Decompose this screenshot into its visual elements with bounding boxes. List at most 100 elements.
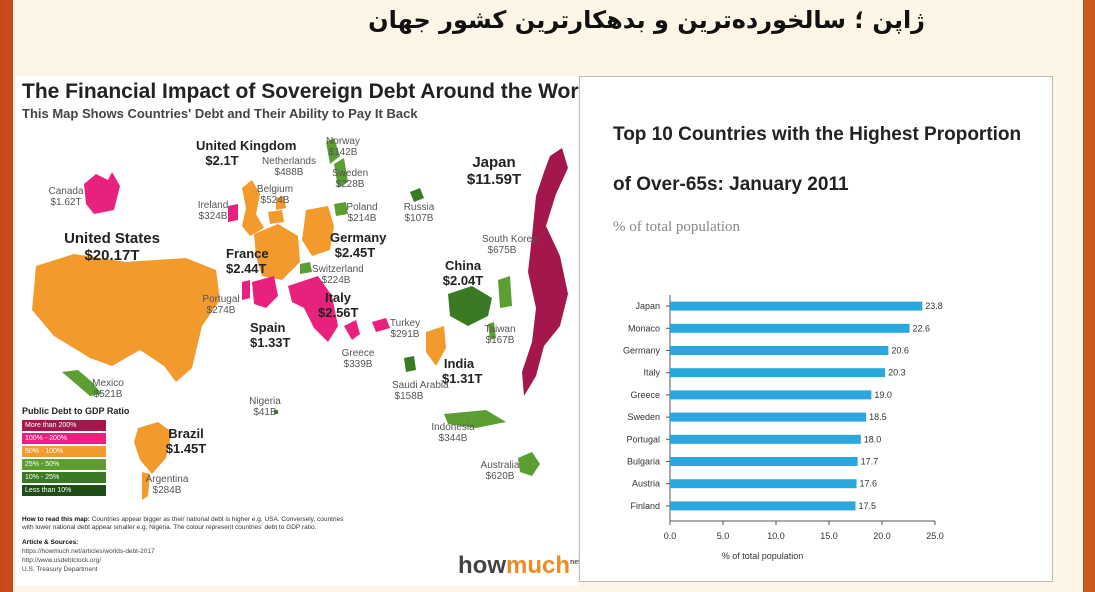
label-france: France $2.44T <box>226 246 269 276</box>
label-usa: United States $20.17T <box>64 230 160 264</box>
value-label: 17.7 <box>861 457 879 467</box>
bar <box>670 479 857 489</box>
label-nigeria: Nigeria $41B <box>249 396 281 418</box>
bar <box>670 368 886 378</box>
label-germany: Germany $2.45T <box>330 230 387 260</box>
world-debt-map <box>32 138 568 500</box>
label-taiwan: Taiwan $167B <box>484 324 516 346</box>
category-label: Germany <box>623 346 661 356</box>
value-label: 19.0 <box>874 390 892 400</box>
legend-swatch: 50% - 100% <box>22 446 106 457</box>
infographic-subtitle: This Map Shows Countries' Debt and Their… <box>22 106 418 121</box>
howmuch-logo: howmuchnet <box>458 552 581 579</box>
sources-block: Article & Sources: https://howmuch.net/a… <box>22 538 272 574</box>
label-japan: Japan $11.59T <box>466 154 522 188</box>
label-saudi-arabia: Saudi Arabia $158B <box>392 380 449 402</box>
value-label: 23.8 <box>925 301 943 311</box>
label-spain: Spain $1.33T <box>250 320 291 350</box>
category-label: Finland <box>630 501 660 511</box>
argentina-shape <box>142 472 150 500</box>
label-china: China $2.04T <box>442 258 484 288</box>
label-portugal: Portugal $274B <box>202 294 240 316</box>
label-south-korea: South Korea $675B <box>482 234 538 256</box>
label-brazil: Brazil $1.45T <box>165 426 207 456</box>
legend-swatch: 10% - 25% <box>22 472 106 483</box>
source-link[interactable]: https://howmuch.net/articles/worlds-debt… <box>22 548 155 555</box>
category-label: Sweden <box>627 412 660 422</box>
legend-title: Public Debt to GDP Ratio <box>22 406 130 416</box>
germany-shape <box>302 206 334 256</box>
value-label: 17.6 <box>860 479 878 489</box>
legend-swatch: 25% - 50% <box>22 459 106 470</box>
bar <box>670 434 861 444</box>
howto-text: Countries appear bigger as their nationa… <box>22 516 344 531</box>
over65-bar-chart: Japan 23.8 Monaco 22.6 Germany 20.6 Italy 20.3 G… <box>623 295 944 561</box>
label-switzerland: Switzerland $224B <box>312 264 364 286</box>
bar <box>670 412 867 422</box>
label-argentina: Argentina $284B <box>145 474 189 496</box>
label-uk: United Kingdom $2.1T <box>196 138 297 168</box>
legend-item: 100% - 200% <box>22 432 134 445</box>
x-tick-label: 20.0 <box>873 531 891 541</box>
portugal-shape <box>242 280 250 300</box>
category-label: Japan <box>635 301 660 311</box>
indonesia-shape <box>444 410 506 428</box>
bar <box>670 301 923 311</box>
x-tick-label: 25.0 <box>926 531 944 541</box>
australia-shape <box>518 452 540 476</box>
bar <box>670 346 889 355</box>
bar <box>670 323 910 333</box>
legend-item: Less than 10% <box>22 484 134 497</box>
usa-shape <box>32 254 220 382</box>
saudi-shape <box>404 356 416 372</box>
value-label: 20.6 <box>891 346 909 356</box>
japan-shape <box>522 148 568 396</box>
label-australia: Australia $620B <box>480 460 520 482</box>
howto-label: How to read this map: <box>22 516 90 523</box>
poland-shape <box>334 202 348 216</box>
turkey-shape <box>372 318 390 332</box>
category-label: Portugal <box>626 434 660 444</box>
label-sweden: Sweden $228B <box>332 168 369 190</box>
category-label: Bulgaria <box>627 457 660 467</box>
source-link[interactable]: http://www.usdebtclock.org/ <box>22 557 102 564</box>
map-legend: Public Debt to GDP Ratio More than 200% … <box>22 406 134 497</box>
sources-label: Article & Sources: <box>22 539 79 546</box>
nigeria-shape <box>274 410 278 414</box>
label-indonesia: Indonesia $344B <box>431 422 475 444</box>
label-norway: Norway $142B <box>326 136 360 158</box>
value-label: 18.5 <box>869 412 887 422</box>
x-tick-label: 15.0 <box>820 531 838 541</box>
taiwan-shape <box>488 322 496 340</box>
label-russia: Russia $107B <box>403 202 435 224</box>
chart-subtitle: % of total population <box>613 219 741 235</box>
bar <box>670 457 858 466</box>
canada-shape <box>84 172 120 214</box>
label-ireland: Ireland $324B <box>197 200 229 222</box>
x-tick-label: 10.0 <box>767 531 785 541</box>
slide-title: ژاپن ؛ سالخورده‌ترین و بدهکارترین کشور ج… <box>368 6 925 34</box>
x-tick-label: 0.0 <box>664 531 677 541</box>
value-label: 17.5 <box>859 501 877 511</box>
label-india: India $1.31T <box>442 356 483 386</box>
x-tick-label: 5.0 <box>717 531 730 541</box>
category-label: Greece <box>630 390 660 400</box>
label-belgium: Belgium $524B <box>256 184 294 206</box>
greece-shape <box>344 320 360 340</box>
legend-item: More than 200% <box>22 419 134 432</box>
label-italy: Italy $2.56T <box>318 290 359 320</box>
legend-item: 10% - 25% <box>22 471 134 484</box>
label-netherlands: Netherlands $488B <box>262 156 316 178</box>
legend-swatch: More than 200% <box>22 420 106 431</box>
bar <box>670 390 872 400</box>
category-label: Italy <box>643 368 660 378</box>
india-shape <box>426 326 446 366</box>
ireland-shape <box>228 204 238 222</box>
bar <box>670 501 856 511</box>
infographic-title: The Financial Impact of Sovereign Debt A… <box>22 80 663 103</box>
norway-shape <box>326 138 340 164</box>
sweden-shape <box>334 158 348 188</box>
switzerland-shape <box>300 262 312 274</box>
value-label: 20.3 <box>888 368 906 378</box>
source-text: U.S. Treasury Department <box>22 566 98 573</box>
